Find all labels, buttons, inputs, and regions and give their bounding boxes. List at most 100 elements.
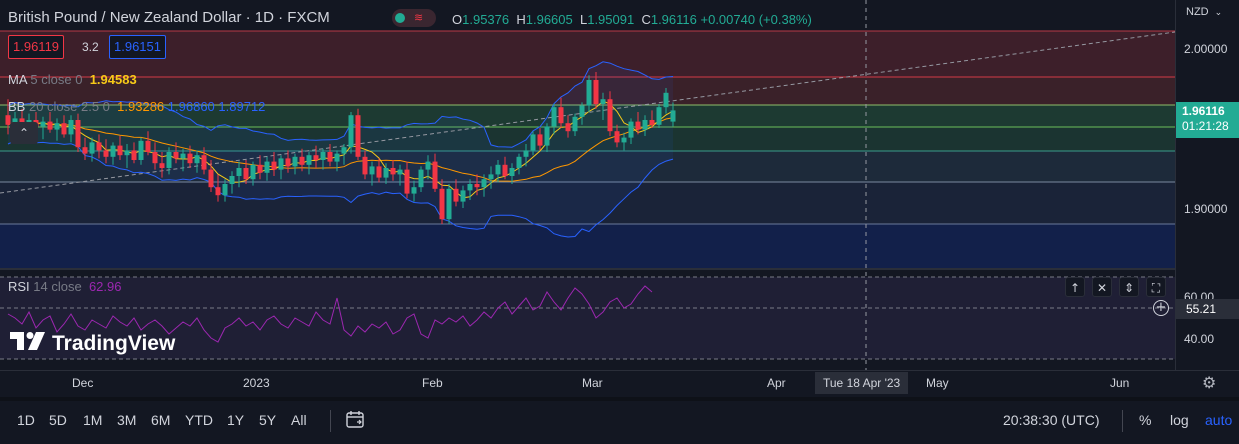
bb-legend[interactable]: BB 20 close 2.5 0 1.93286 1.96860 1.8971… bbox=[8, 99, 266, 114]
candle-body bbox=[292, 156, 298, 167]
toolbar-separator bbox=[330, 410, 331, 432]
candle-body bbox=[453, 188, 459, 202]
timeframe-3m[interactable]: 3M bbox=[117, 412, 137, 428]
delete-pane-button[interactable]: ✕ bbox=[1092, 277, 1112, 297]
candle-body bbox=[558, 107, 564, 124]
candle-body bbox=[285, 158, 291, 167]
candle-body bbox=[243, 168, 249, 180]
rsi-value-tag: 55.21 bbox=[1176, 299, 1239, 319]
candle-body bbox=[593, 80, 599, 104]
date-range-button[interactable] bbox=[345, 409, 365, 434]
candle-body bbox=[96, 142, 102, 151]
time-label-may: May bbox=[926, 376, 949, 390]
timeframe-all[interactable]: All bbox=[291, 412, 307, 428]
percent-scale-toggle[interactable]: % bbox=[1139, 412, 1152, 428]
zone-green bbox=[0, 105, 1175, 127]
rsi-legend[interactable]: RSI 14 close 62.96 bbox=[8, 279, 122, 294]
calendar-icon bbox=[346, 411, 364, 428]
price-tick-19: 1.90000 bbox=[1184, 202, 1228, 216]
tradingview-logo-icon bbox=[10, 332, 45, 350]
candle-body bbox=[362, 156, 368, 175]
bollinger-upper-line bbox=[7, 61, 674, 148]
timeframe-1y[interactable]: 1Y bbox=[227, 412, 245, 428]
chevron-down-icon: ⌄ bbox=[1214, 8, 1223, 18]
time-axis[interactable] bbox=[0, 370, 1239, 397]
ma-legend[interactable]: MA 5 close 0 1.94583 bbox=[8, 72, 137, 87]
main-chart[interactable] bbox=[0, 0, 1175, 370]
candle-body bbox=[355, 115, 361, 157]
tradingview-logo-text: TradingView bbox=[52, 332, 176, 355]
timeframe-5d[interactable]: 5D bbox=[49, 412, 67, 428]
candle-body bbox=[383, 168, 389, 178]
auto-scale-toggle[interactable]: auto bbox=[1205, 412, 1233, 428]
candle-body bbox=[586, 80, 592, 106]
bollinger-basis-line bbox=[7, 117, 674, 182]
candle-body bbox=[628, 121, 634, 138]
time-label-feb: Feb bbox=[422, 376, 443, 390]
change-value: +0.00740 (+0.38%) bbox=[700, 12, 812, 27]
rsi-band bbox=[0, 277, 1175, 359]
low-value: 1.95091 bbox=[587, 12, 635, 27]
timeframe-1m[interactable]: 1M bbox=[83, 412, 103, 428]
candle-body bbox=[341, 147, 347, 154]
candle-body bbox=[467, 184, 473, 191]
move-pane-up-button[interactable]: ↑ bbox=[1065, 277, 1085, 297]
candle-body bbox=[103, 150, 109, 157]
candle-body bbox=[565, 123, 571, 132]
log-scale-toggle[interactable]: log bbox=[1170, 412, 1189, 428]
candle-body bbox=[264, 161, 270, 173]
market-status-toggle[interactable]: ≋ bbox=[392, 9, 436, 27]
collapse-legend-button[interactable]: ⌃ bbox=[10, 122, 38, 144]
candle-body bbox=[621, 137, 627, 143]
candle-body bbox=[131, 150, 137, 160]
candle-body bbox=[180, 153, 186, 159]
candle-body bbox=[82, 147, 88, 154]
add-plus-icon[interactable]: + bbox=[1153, 300, 1169, 316]
timeframe-1d[interactable]: 1D bbox=[17, 412, 35, 428]
candle-body bbox=[523, 150, 529, 157]
sell-button[interactable]: 1.96119 bbox=[8, 35, 65, 59]
candle-body bbox=[600, 99, 606, 104]
rsi-tick-40: 40.00 bbox=[1184, 332, 1215, 346]
wave-icon: ≋ bbox=[414, 11, 424, 24]
currency-selector[interactable]: NZD ⌄ bbox=[1186, 6, 1222, 18]
candle-body bbox=[299, 156, 305, 165]
settings-gear-icon[interactable]: ⚙ bbox=[1202, 373, 1217, 392]
candle-body bbox=[663, 92, 669, 108]
candle-body bbox=[208, 169, 214, 188]
candle-body bbox=[229, 176, 235, 184]
candle-body bbox=[446, 188, 452, 220]
candle-body bbox=[425, 161, 431, 170]
bottom-toolbar bbox=[0, 401, 1239, 444]
tradingview-logo[interactable] bbox=[10, 330, 46, 357]
high-value: 1.96605 bbox=[525, 12, 573, 27]
candle-body bbox=[397, 169, 403, 175]
buy-button[interactable]: 1.96151 bbox=[109, 35, 166, 59]
candle-body bbox=[159, 163, 165, 168]
timeframe-6m[interactable]: 6M bbox=[151, 412, 171, 428]
timeframe-ytd[interactable]: YTD bbox=[185, 412, 213, 428]
symbol-title[interactable]: British Pound / New Zealand Dollar · 1D … bbox=[8, 9, 330, 26]
arrow-up-icon: ↑ bbox=[1069, 281, 1081, 295]
candle-body bbox=[222, 184, 228, 196]
bb-lower-value: 1.89712 bbox=[218, 99, 266, 114]
candle-body bbox=[670, 110, 676, 122]
candle-body bbox=[201, 155, 207, 170]
crosshair-date-label: Tue 18 Apr '23 bbox=[815, 372, 909, 394]
candle-body bbox=[439, 188, 445, 220]
timeframe-5y[interactable]: 5Y bbox=[259, 412, 277, 428]
candle-body bbox=[47, 121, 53, 130]
candle-body bbox=[236, 168, 242, 176]
candle-body bbox=[117, 145, 123, 156]
bar-countdown: 01:21:28 bbox=[1182, 119, 1229, 133]
maximize-pane-button[interactable]: ⛶ bbox=[1146, 277, 1166, 297]
collapse-pane-button[interactable]: ⇕ bbox=[1119, 277, 1139, 297]
trend-line bbox=[0, 31, 1175, 194]
candle-body bbox=[257, 164, 263, 173]
candle-body bbox=[376, 166, 382, 178]
candle-body bbox=[278, 158, 284, 170]
zone-navy bbox=[0, 182, 1175, 224]
utc-clock[interactable]: 20:38:30 (UTC) bbox=[1003, 412, 1100, 428]
bollinger-band-fill bbox=[8, 61, 673, 237]
